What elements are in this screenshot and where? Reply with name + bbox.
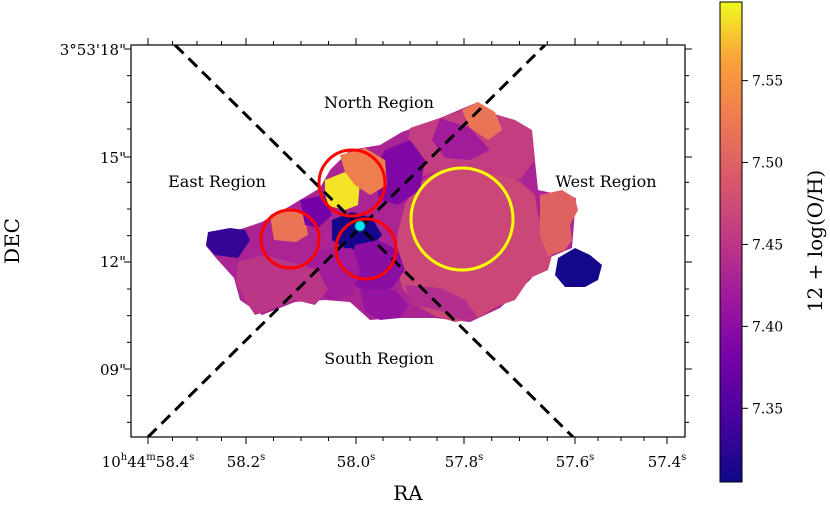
x-tick-label: 10h44m58.4s — [102, 452, 195, 471]
colorbar-tick-label: 7.45 — [752, 237, 783, 253]
metallicity-patch-east-orange — [270, 208, 308, 242]
divider-line-nw-se — [173, 45, 575, 437]
y-tick-label: 09" — [100, 361, 126, 379]
north-region-label: North Region — [324, 93, 434, 112]
region-divider-lines — [146, 45, 575, 437]
metallicity-patch-south-east — [405, 285, 478, 320]
west-region-label: West Region — [555, 172, 656, 191]
metallicity-patch-south-left — [236, 255, 328, 315]
y-tick-label: 15" — [100, 149, 126, 167]
yellow-circle-west — [409, 166, 515, 272]
x-tick-label: 57.4s — [648, 452, 687, 471]
metallicity-patch-far-west — [555, 248, 602, 287]
south-region-label: South Region — [324, 349, 434, 368]
east-region-label: East Region — [168, 172, 266, 191]
x-tick-label: 58.2s — [227, 452, 266, 471]
y-axis-label: DEC — [0, 218, 24, 264]
colorbar-tick-label: 7.55 — [752, 74, 783, 90]
red-circle-east — [259, 208, 321, 270]
y-tick-label: 3°53'18" — [60, 41, 126, 59]
metallicity-patch-south-lobe — [360, 290, 408, 320]
colorbar — [719, 1, 743, 483]
metallicity-patch-ne-tip — [462, 102, 502, 140]
plot-frame — [130, 44, 686, 438]
x-axis-label: RA — [393, 481, 423, 505]
center-point — [354, 220, 366, 232]
metallicity-map — [206, 102, 602, 322]
metallicity-patch-west-edge — [540, 190, 578, 256]
colorbar-tick-label: 7.40 — [752, 319, 783, 335]
red-circle-north — [317, 148, 387, 218]
colorbar-label: 12 + log(O/H) — [803, 170, 827, 312]
x-tick-label: 58.0s — [337, 452, 376, 471]
metallicity-patch-east-purple — [300, 195, 332, 228]
metallicity-patch-east-dark — [206, 228, 250, 258]
colorbar-tick-label: 7.35 — [752, 401, 783, 417]
y-tick-label: 12" — [100, 253, 126, 271]
metallicity-patch-north-yellow — [325, 172, 360, 210]
metallicity-patch-west-big — [396, 168, 552, 322]
colorbar-tick-label: 7.50 — [752, 156, 783, 172]
axis-ticks — [124, 38, 692, 444]
metallicity-patch-north-mid — [432, 118, 490, 160]
divider-line-sw-ne — [146, 45, 547, 437]
red-circle-center — [334, 217, 398, 281]
x-tick-label: 57.6s — [556, 452, 595, 471]
metallicity-patch-center-purple — [350, 240, 405, 295]
x-tick-label: 57.8s — [445, 452, 484, 471]
colorbar-ticks: 7.35 7.40 7.45 7.50 7.55 — [742, 74, 783, 417]
